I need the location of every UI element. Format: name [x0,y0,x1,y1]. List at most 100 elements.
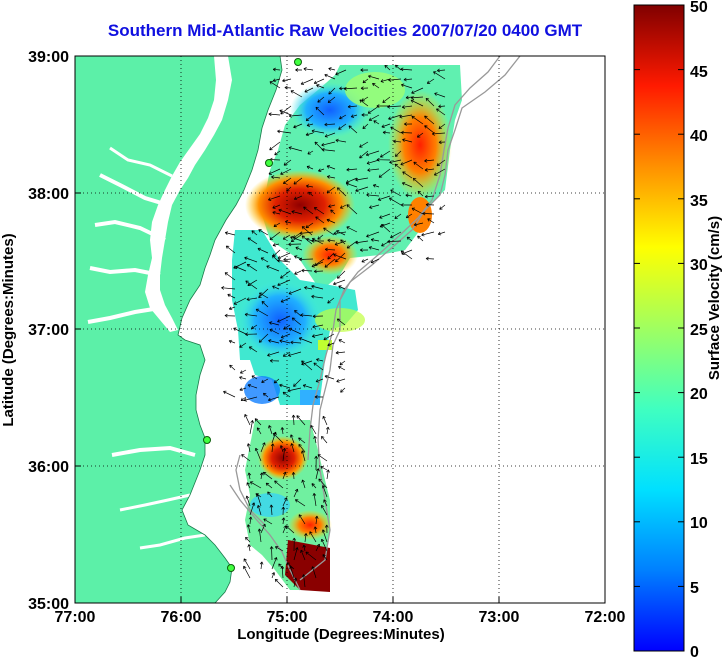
velocity-arrow [293,577,298,588]
velocity-arrow [279,383,291,389]
velocity-arrow [334,240,347,246]
velocity-arrow [324,122,336,127]
velocity-vectors [221,64,446,588]
velocity-arrow [243,396,258,402]
velocity-arrow [221,286,236,290]
velocity-arrow [400,250,413,260]
velocity-arrow [235,265,247,272]
velocity-arrow [280,427,285,435]
velocity-arrow [256,427,262,435]
velocity-arrow [282,447,287,462]
velocity-arrow [324,258,336,268]
velocity-arrow [377,195,391,201]
velocity-arrow [312,324,324,329]
velocity-arrow [290,340,302,345]
velocity-arrow [269,141,281,151]
velocity-arrow [296,415,306,426]
velocity-arrow [359,99,369,107]
velocity-arrow [302,384,313,389]
velocity-arrow [282,351,291,357]
colorbar-tick-label: 50 [690,0,708,16]
velocity-arrow [314,515,319,525]
velocity-arrow [381,123,391,128]
velocity-arrow [301,574,306,588]
velocity-arrow [309,531,317,543]
velocity-arrow [271,175,281,179]
velocity-arrow [239,369,247,374]
velocity-arrow [326,175,336,179]
velocity-arrow [239,376,247,380]
velocity-arrow [280,270,291,279]
velocity-arrow [311,294,324,299]
velocity-arrow [239,342,247,348]
velocity-arrow [323,499,328,507]
velocity-arrow [283,257,292,262]
velocity-arrow [322,415,328,426]
velocity-arrow [258,333,269,343]
velocity-arrow [323,333,335,341]
velocity-arrow [315,543,321,552]
velocity-arrow [431,132,446,136]
velocity-arrow [382,96,391,103]
velocity-arrow [300,313,313,317]
velocity-arrow [335,350,346,355]
velocity-arrow [269,546,274,561]
velocity-arrow [244,256,258,263]
velocity-arrow [327,96,336,103]
velocity-arrow [425,202,435,207]
velocity-arrow [257,247,269,254]
velocity-arrow [251,375,258,380]
velocity-arrow [434,92,446,98]
velocity-arrow [245,536,251,543]
velocity-arrow [313,78,325,85]
velocity-arrow [267,351,280,357]
velocity-arrow [290,443,295,453]
velocity-arrow [233,297,247,305]
velocity-arrow [262,471,273,480]
velocity-arrow [387,104,402,109]
velocity-arrow [405,193,413,198]
velocity-arrow [399,114,413,119]
velocity-arrow [277,315,291,323]
velocity-arrow [425,97,435,107]
velocity-arrow [277,258,291,263]
velocity-arrow [370,238,380,242]
x-axis-ticks: 77:00 76:00 75:00 74:00 73:00 72:00 [55,609,626,626]
velocity-arrow [291,317,302,326]
velocity-arrow [424,158,435,163]
velocity-arrow [321,504,328,516]
velocity-arrow [320,538,328,552]
velocity-arrow [301,360,313,371]
velocity-arrow [336,378,346,383]
velocity-arrow [279,339,291,344]
velocity-arrow [333,253,347,260]
velocity-arrow [266,265,280,272]
velocity-arrow [362,78,369,84]
velocity-arrow [270,443,275,453]
velocity-arrow [366,193,380,197]
velocity-arrow [291,210,303,215]
velocity-arrow [326,165,336,170]
velocity-arrow [269,321,280,326]
velocity-arrow [240,396,247,402]
velocity-arrow [323,227,335,236]
velocity-arrow [384,64,391,71]
velocity-arrow [292,537,297,552]
velocity-arrow [272,210,281,215]
colorbar-tick-label: 25 [690,322,708,339]
velocity-arrow [279,445,284,453]
velocity-arrow [293,378,302,387]
velocity-arrow [368,74,380,80]
velocity-arrow [282,471,287,480]
velocity-arrow [229,364,236,371]
velocity-arrow [298,514,306,525]
velocity-arrow [326,469,330,480]
x-tick-label: 77:00 [55,609,96,626]
velocity-arrow [410,99,424,107]
velocity-arrow [321,435,328,444]
velocity-arrow [340,387,346,393]
velocity-arrow [248,516,253,525]
velocity-arrow [346,204,358,215]
velocity-arrow [281,506,286,516]
